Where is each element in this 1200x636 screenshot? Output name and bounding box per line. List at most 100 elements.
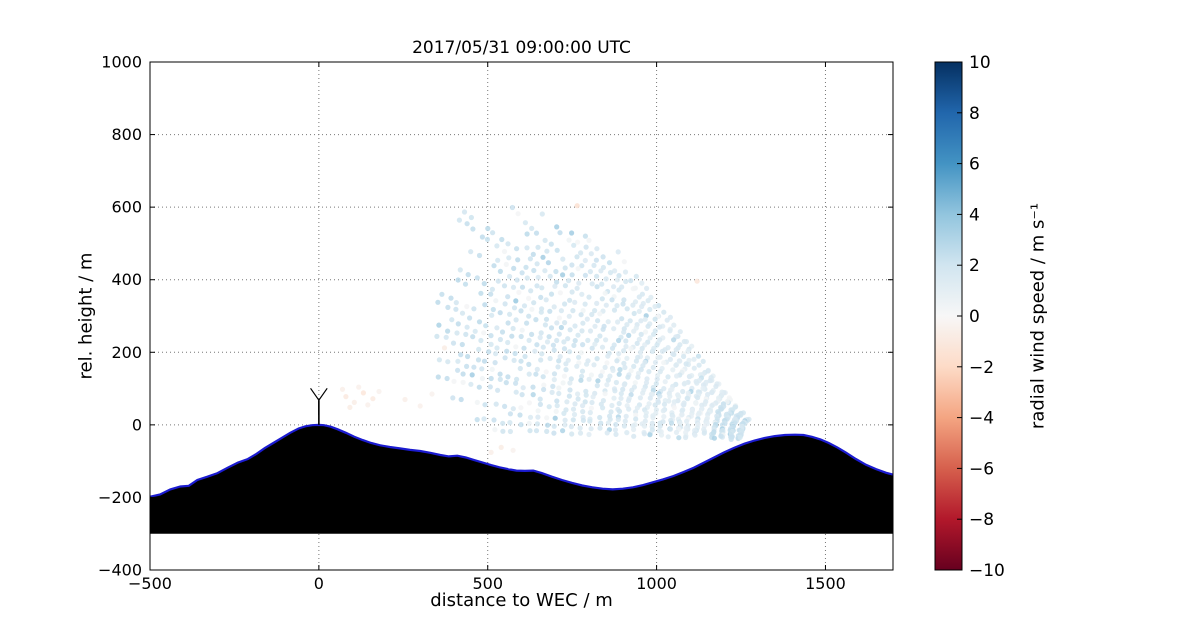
scan-point	[552, 415, 558, 421]
scan-point	[566, 278, 572, 284]
scan-point	[711, 435, 718, 441]
scan-point	[474, 399, 480, 405]
scan-point	[586, 294, 592, 300]
scan-point	[562, 417, 568, 423]
scan-point	[587, 328, 594, 334]
scan-point	[579, 291, 585, 297]
scan-point	[554, 224, 560, 230]
scan-point	[567, 387, 573, 393]
scan-point	[613, 421, 619, 428]
scan-point	[519, 327, 525, 333]
scan-point	[540, 374, 546, 380]
scan-point	[570, 417, 576, 423]
scan-point	[694, 278, 700, 284]
scan-point	[671, 322, 677, 328]
scan-point	[624, 306, 630, 312]
scan-point	[541, 382, 547, 388]
scan-point	[668, 420, 675, 426]
scan-point	[622, 364, 628, 371]
scan-point	[608, 409, 614, 415]
scan-point	[479, 366, 485, 372]
scan-point	[455, 321, 461, 327]
scan-point	[511, 357, 517, 363]
scan-point	[681, 381, 687, 387]
scan-point	[654, 342, 660, 348]
scan-point	[677, 420, 683, 426]
scan-point	[472, 328, 478, 334]
scatter-points	[339, 203, 752, 455]
scan-point	[654, 376, 660, 382]
scan-point	[484, 236, 490, 242]
scan-point	[572, 323, 578, 329]
scan-point	[510, 284, 517, 290]
scan-point	[578, 377, 584, 383]
scan-point	[646, 369, 652, 375]
scan-point	[524, 275, 530, 281]
scan-point	[493, 351, 499, 357]
scan-point	[661, 401, 668, 407]
scan-point	[686, 357, 692, 363]
scan-point	[551, 430, 557, 436]
scan-point	[588, 426, 594, 432]
scan-point	[598, 420, 604, 426]
scan-point	[505, 241, 511, 247]
scan-point	[468, 214, 474, 221]
scan-point	[612, 427, 619, 433]
scan-point	[514, 277, 520, 283]
scan-point	[638, 367, 644, 373]
scan-point	[468, 381, 474, 387]
scan-point	[615, 249, 621, 255]
scan-point	[513, 344, 519, 350]
scan-point	[512, 350, 518, 357]
scan-point	[530, 384, 536, 390]
scan-point	[520, 385, 526, 391]
scan-point	[582, 399, 588, 405]
scan-point	[505, 320, 511, 326]
scan-point	[558, 308, 565, 314]
scan-point	[494, 243, 500, 249]
terrain	[150, 423, 893, 534]
scan-point	[599, 369, 606, 375]
scan-point	[567, 297, 573, 303]
scan-point	[500, 428, 506, 434]
x-tick-label: 1000	[636, 574, 677, 593]
scan-point	[622, 269, 629, 275]
scan-point	[554, 398, 560, 404]
scan-point	[597, 414, 603, 421]
scan-point	[558, 324, 565, 331]
scan-point	[647, 432, 653, 438]
scan-point	[577, 430, 584, 436]
scan-point	[528, 288, 534, 294]
scan-point	[686, 374, 693, 380]
scan-point	[445, 359, 451, 365]
scan-point	[556, 358, 562, 364]
scan-point	[551, 371, 558, 377]
scan-point	[470, 226, 476, 232]
scan-point	[450, 340, 457, 346]
scan-point	[694, 380, 700, 386]
scan-point	[534, 261, 540, 267]
scan-point	[526, 295, 532, 301]
scan-point	[517, 412, 523, 418]
scan-point	[624, 355, 630, 361]
scan-point	[535, 274, 541, 280]
scan-point	[580, 308, 586, 314]
scan-point	[562, 265, 568, 271]
y-tick-label: 0	[132, 415, 142, 434]
scan-point	[539, 285, 545, 291]
scan-point	[609, 345, 616, 351]
scan-point	[619, 316, 625, 322]
scan-point	[545, 260, 552, 266]
scan-point	[522, 353, 528, 360]
scan-point	[631, 426, 637, 433]
scan-point	[566, 313, 572, 319]
scan-point	[700, 358, 706, 364]
scan-point	[510, 406, 516, 412]
scan-point	[554, 337, 560, 344]
y-tick-label: 600	[111, 198, 142, 217]
scan-point	[587, 410, 593, 416]
scan-point	[635, 374, 641, 380]
scan-point	[713, 383, 719, 389]
scan-point	[667, 393, 673, 399]
scan-point	[503, 261, 509, 267]
